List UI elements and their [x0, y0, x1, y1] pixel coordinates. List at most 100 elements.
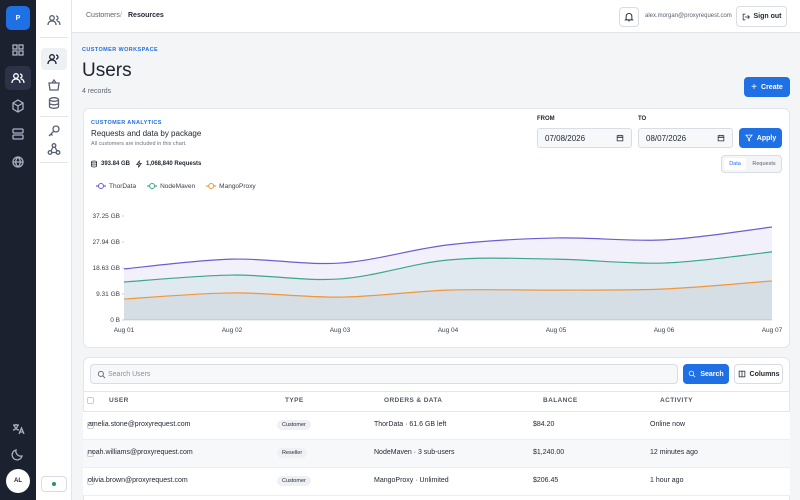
column-header[interactable]: ORDERS & DATA	[384, 397, 443, 404]
analytics-note: All customers are included in this chart…	[91, 141, 187, 147]
from-date: 07/08/2026	[545, 133, 586, 143]
total-data: 393.84 GB	[101, 161, 131, 167]
legend-label: MangoProxy	[219, 183, 256, 190]
sub-nav-webhooks[interactable]	[47, 142, 61, 156]
metric-tabs: Data Requests	[721, 155, 782, 173]
calendar-icon	[717, 134, 725, 142]
x-tick-label: Aug 07	[762, 327, 783, 334]
table-cell: $1,240.00	[533, 449, 565, 456]
analytics-eyebrow: CUSTOMER ANALYTICS	[91, 120, 162, 126]
row-checkbox[interactable]	[87, 478, 94, 485]
legend-item[interactable]: NodeMaven	[147, 183, 196, 190]
sign-out-label: Sign out	[753, 13, 782, 20]
breadcrumb-separator: /	[120, 12, 122, 19]
search-placeholder: Search Users	[108, 371, 151, 378]
legend-marker	[98, 183, 104, 189]
series-area	[124, 251, 772, 320]
search-input[interactable]: Search Users	[90, 364, 678, 384]
to-date-input[interactable]: 08/07/2026	[638, 128, 733, 148]
legend-item[interactable]: MangoProxy	[206, 183, 256, 190]
select-all-checkbox[interactable]	[87, 397, 94, 404]
calendar-icon	[616, 134, 624, 142]
nav-globe[interactable]	[11, 155, 25, 169]
row-checkbox[interactable]	[87, 450, 94, 457]
type-badge: Customer	[277, 476, 311, 486]
requests-icon	[135, 160, 143, 168]
y-tick-label: 0 B	[110, 317, 120, 324]
record-count: 4 records	[82, 88, 112, 95]
series-line	[123, 280, 773, 300]
table-cell: NodeMaven · 3 sub-users	[374, 449, 455, 456]
language[interactable]	[11, 422, 25, 436]
total-requests: 1,068,840 Requests	[146, 161, 202, 167]
x-tick-label: Aug 04	[438, 327, 459, 334]
table-cell: MangoProxy · Unlimited	[374, 477, 449, 484]
table-cell: olivia.brown@proxyrequest.com	[88, 477, 188, 484]
create-button[interactable]: + Create	[744, 77, 790, 97]
sub-nav-database[interactable]	[47, 96, 61, 110]
nav-servers[interactable]	[11, 127, 25, 141]
sub-nav-customers[interactable]	[47, 52, 61, 66]
sub-nav-shop[interactable]	[47, 78, 61, 92]
table-cell: Online now	[650, 421, 686, 428]
row-checkbox[interactable]	[87, 422, 94, 429]
logo[interactable]: P	[6, 6, 30, 30]
x-tick-label: Aug 06	[654, 327, 675, 334]
table-cell: 1 hour ago	[650, 477, 684, 484]
plus-icon: +	[751, 81, 758, 93]
table-row[interactable]: olivia.brown@proxyrequest.com Customer Man…	[83, 468, 790, 496]
type-badge: Customer	[277, 420, 311, 430]
table-row[interactable]: amelia.stone@proxyrequest.com Customer Tho…	[83, 412, 790, 440]
theme-toggle[interactable]	[11, 447, 25, 461]
apply-label: Apply	[756, 134, 777, 142]
search-icon	[97, 370, 106, 379]
column-header[interactable]: BALANCE	[543, 397, 578, 404]
legend-label: ThorData	[109, 183, 136, 190]
legend-item[interactable]: ThorData	[96, 183, 136, 190]
search-button[interactable]: Search	[683, 364, 729, 384]
sub-nav-users[interactable]	[47, 13, 61, 27]
tab-data[interactable]: Data	[724, 158, 746, 170]
series-line	[123, 251, 773, 283]
apply-button[interactable]: Apply	[739, 128, 782, 148]
sub-nav	[36, 0, 72, 500]
table-cell: noah.williams@proxyrequest.com	[88, 449, 193, 456]
columns-icon	[738, 370, 745, 378]
y-tick-label: 9.31 GB	[96, 291, 120, 298]
page-eyebrow: CUSTOMER WORKSPACE	[82, 47, 159, 53]
column-header[interactable]: TYPE	[285, 397, 304, 404]
columns-button[interactable]: Columns	[734, 364, 783, 384]
x-tick-label: Aug 01	[114, 327, 135, 334]
divider	[40, 162, 68, 163]
nav-products[interactable]	[11, 99, 25, 113]
table-cell: $206.45	[533, 477, 559, 484]
column-header[interactable]: USER	[109, 397, 129, 404]
table-cell: ThorData · 61.6 GB left	[374, 421, 447, 428]
divider	[84, 391, 789, 392]
table-cell: $84.20	[533, 421, 555, 428]
notifications-button[interactable]	[619, 7, 639, 27]
create-label: Create	[761, 83, 783, 91]
series-area	[124, 280, 772, 320]
legend-label: NodeMaven	[160, 183, 195, 190]
to-date: 08/07/2026	[646, 133, 687, 143]
user-email: alex.morgan@proxyrequest.com	[645, 13, 732, 19]
column-header[interactable]: ACTIVITY	[660, 397, 693, 404]
tab-requests[interactable]: Requests	[752, 161, 776, 167]
table-row[interactable]: noah.williams@proxyrequest.com Reseller No…	[83, 440, 790, 468]
x-tick-label: Aug 03	[330, 327, 351, 334]
from-date-input[interactable]: 07/08/2026	[537, 128, 632, 148]
series-area	[124, 227, 772, 320]
analytics-card	[83, 108, 790, 348]
nav-dashboard[interactable]	[11, 43, 25, 57]
sign-out-icon	[742, 13, 750, 20]
status-toggle[interactable]	[41, 476, 67, 492]
bell-icon	[624, 13, 634, 22]
search-label: Search	[700, 370, 724, 378]
data-icon	[91, 160, 97, 168]
sign-out-button[interactable]: Sign out	[736, 6, 787, 27]
nav-users[interactable]	[11, 71, 25, 85]
sub-nav-keys[interactable]	[47, 124, 61, 138]
avatar[interactable]: AL	[6, 469, 30, 493]
breadcrumb-link[interactable]: Customers	[86, 12, 120, 19]
